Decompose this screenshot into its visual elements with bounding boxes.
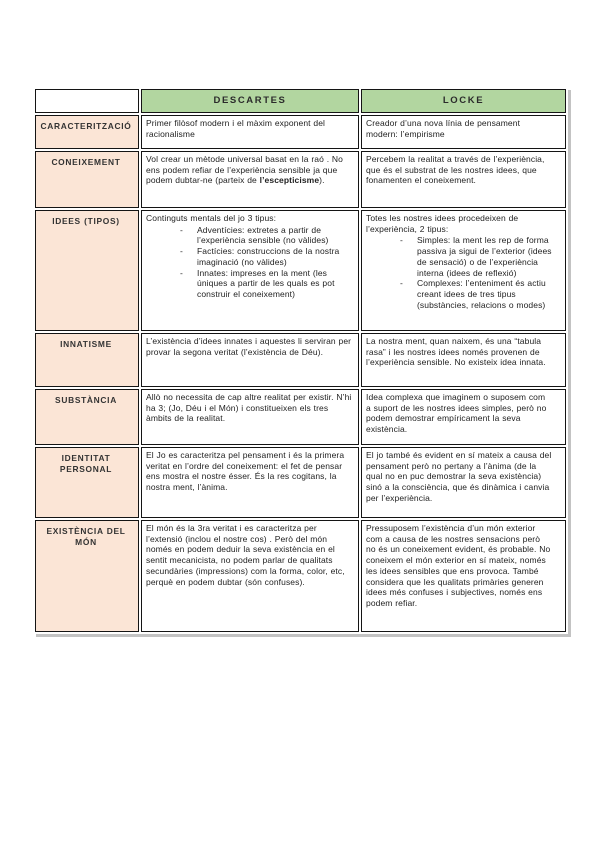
cell-locke-caracteritzacio: Creador d’una nova línia de pensament mo…: [361, 115, 566, 149]
cell-text: Creador d’una nova línia de pensament mo…: [366, 118, 521, 139]
bullet-dash: -: [180, 224, 183, 235]
cell-descartes-identitat: El Jo es caracteritza pel pensament i és…: [141, 447, 359, 518]
row-label-coneixement: CONEIXEMENT: [35, 151, 139, 208]
table-row-caracteritzacio: CARACTERITZACIÓ Primer filòsof modern i …: [35, 115, 566, 149]
bullet-dash: -: [180, 246, 183, 257]
cell-text: L’existència d’idees innates i aquestes …: [146, 336, 352, 357]
list-item: - Factícies: construccions de la nostra …: [180, 246, 352, 267]
cell-descartes-caracteritzacio: Primer filòsof modern i el màxim exponen…: [141, 115, 359, 149]
list-item: - Complexes: l’enteniment és actiu crean…: [400, 278, 552, 310]
row-label-innatisme: INNATISME: [35, 333, 139, 387]
cell-text: Vol crear un mètode universal basat en l…: [146, 154, 343, 186]
cell-descartes-substancia: Allò no necessita de cap altre realitat …: [141, 389, 359, 445]
bullet-text: Factícies: construccions de la nostra im…: [197, 246, 340, 267]
cell-locke-coneixement: Percebem la realitat a través de l’exper…: [361, 151, 566, 208]
row-label-identitat-personal: IDENTITAT PERSONAL: [35, 447, 139, 518]
cell-locke-substancia: Idea complexa que imaginem o suposem com…: [361, 389, 566, 445]
list-item: - Innates: impreses en la ment (les úniq…: [180, 268, 352, 300]
list-item: - Adventícies: extretes a partir de l’ex…: [180, 225, 352, 246]
bullet-text: Simples: la ment les rep de forma passiv…: [417, 235, 552, 278]
bullet-dash: -: [400, 235, 403, 246]
table-row-coneixement: CONEIXEMENT Vol crear un mètode universa…: [35, 151, 566, 208]
cell-locke-innatisme: La nostra ment, quan naixem, és una “tab…: [361, 333, 566, 387]
corner-cell: [35, 89, 139, 113]
comparison-table: DESCARTES LOCKE CARACTERITZACIÓ Primer f…: [33, 87, 568, 634]
list-item: - Simples: la ment les rep de forma pass…: [400, 235, 552, 278]
cell-text: ).: [319, 175, 325, 186]
cell-text: Allò no necessita de cap altre realitat …: [146, 392, 352, 424]
bullet-list-intro: Totes les nostres idees procedeixen de l…: [366, 213, 519, 234]
bullet-list-intro: Continguts mentals del jo 3 tipus:: [146, 213, 277, 223]
cell-descartes-existencia: El món és la 3ra veritat i es caracterit…: [141, 520, 359, 632]
cell-locke-identitat: El jo també és evident en sí mateix a ca…: [361, 447, 566, 518]
row-label-idees-tipos: IDEES (TIPOS): [35, 210, 139, 331]
bullet-list: - Simples: la ment les rep de forma pass…: [366, 235, 552, 310]
cell-text: Percebem la realitat a través de l’exper…: [366, 154, 545, 186]
cell-descartes-idees: Continguts mentals del jo 3 tipus: - Adv…: [141, 210, 359, 331]
cell-locke-existencia: Pressuposem l’existència d’un món exteri…: [361, 520, 566, 632]
cell-text: El jo també és evident en sí mateix a ca…: [366, 450, 552, 503]
cell-text: Primer filòsof modern i el màxim exponen…: [146, 118, 326, 139]
bullet-dash: -: [180, 267, 183, 278]
table-row-substancia: SUBSTÀNCIA Allò no necessita de cap altr…: [35, 389, 566, 445]
bullet-text: Adventícies: extretes a partir de l’expe…: [197, 224, 329, 246]
cell-descartes-innatisme: L’existència d’idees innates i aquestes …: [141, 333, 359, 387]
cell-locke-idees: Totes les nostres idees procedeixen de l…: [361, 210, 566, 331]
table-row-innatisme: INNATISME L’existència d’idees innates i…: [35, 333, 566, 387]
cell-text-bold: l’escepticisme: [259, 175, 320, 186]
cell-text: Idea complexa que imaginem o suposem com…: [366, 392, 547, 435]
cell-text: Pressuposem l’existència d’un món exteri…: [366, 523, 551, 608]
cell-descartes-coneixement: Vol crear un mètode universal basat en l…: [141, 151, 359, 208]
bullet-list: - Adventícies: extretes a partir de l’ex…: [146, 225, 352, 300]
bullet-text: Complexes: l’enteniment és actiu creant …: [417, 278, 546, 310]
row-label-existencia-del-mon: EXISTÈNCIA DEL MÓN: [35, 520, 139, 632]
cell-text: El Jo es caracteritza pel pensament i és…: [146, 450, 345, 493]
table-row-idees-tipos: IDEES (TIPOS) Continguts mentals del jo …: [35, 210, 566, 331]
row-label-caracteritzacio: CARACTERITZACIÓ: [35, 115, 139, 149]
column-header-locke: LOCKE: [361, 89, 566, 113]
bullet-text: Innates: impreses en la ment (les únique…: [197, 267, 335, 299]
column-header-descartes: DESCARTES: [141, 89, 359, 113]
table-row-identitat-personal: IDENTITAT PERSONAL El Jo es caracteritza…: [35, 447, 566, 518]
table-row-existencia-del-mon: EXISTÈNCIA DEL MÓN El món és la 3ra veri…: [35, 520, 566, 632]
row-label-substancia: SUBSTÀNCIA: [35, 389, 139, 445]
bullet-dash: -: [400, 278, 403, 289]
header-row: DESCARTES LOCKE: [35, 89, 566, 113]
cell-text: El món és la 3ra veritat i es caracterit…: [146, 523, 345, 587]
cell-text: La nostra ment, quan naixem, és una “tab…: [366, 336, 546, 368]
